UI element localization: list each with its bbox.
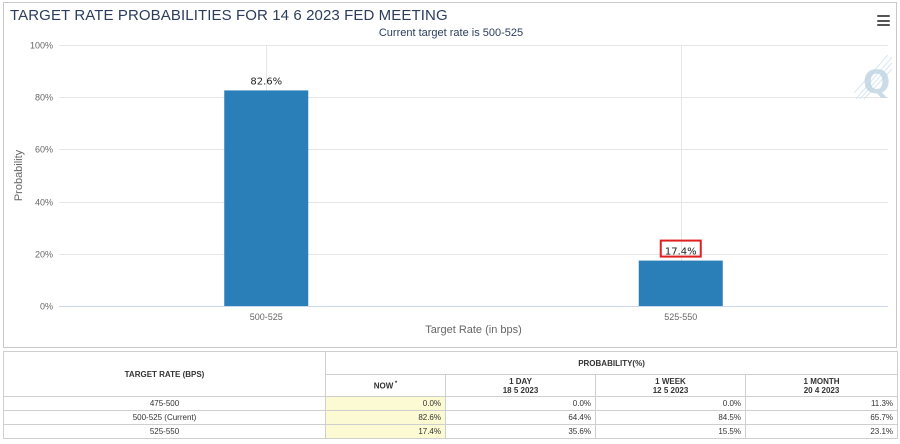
column-marker: * bbox=[393, 381, 398, 388]
data-label: 17.4% bbox=[665, 247, 697, 258]
column-date: 12 5 2023 bbox=[652, 385, 689, 395]
highlight-box bbox=[659, 239, 702, 258]
probability-table: TARGET RATE (BPS) PROBABILITY(%) NOW * 1 … bbox=[3, 351, 899, 439]
probability-cell: 15.5% bbox=[595, 424, 746, 439]
cme-q-logo-icon: Q bbox=[854, 55, 893, 101]
table-row: 475-500 0.0% 0.0% 0.0% 11.3% bbox=[3, 396, 899, 411]
bar-500-525 bbox=[224, 90, 309, 306]
bar-525-550 bbox=[638, 260, 723, 306]
chart-title: TARGET RATE PROBABILITIES FOR 14 6 2023 … bbox=[10, 7, 448, 24]
svg-text:Q: Q bbox=[863, 63, 890, 101]
x-tick-label: 500-525 bbox=[250, 312, 283, 322]
table-row: 525-550 17.4% 35.6% 15.5% 23.1% bbox=[3, 424, 899, 439]
data-label: 82.6% bbox=[250, 76, 282, 87]
y-axis-title: Probability bbox=[13, 149, 25, 201]
probability-cell: 65.7% bbox=[744, 410, 899, 425]
target-rate-cell: 525-550 bbox=[3, 424, 326, 439]
column-date: 20 4 2023 bbox=[803, 385, 840, 395]
column-label: 1 WEEK bbox=[655, 376, 686, 386]
probability-cell: 64.4% bbox=[445, 410, 596, 425]
header-target-rate: TARGET RATE (BPS) bbox=[3, 351, 326, 397]
probability-cell: 11.3% bbox=[744, 396, 899, 411]
y-tick-label: 80% bbox=[35, 93, 53, 103]
column-header-2: 1 WEEK 12 5 2023 bbox=[595, 374, 746, 397]
x-tick-label: 525-550 bbox=[664, 312, 697, 322]
y-tick-label: 100% bbox=[30, 41, 53, 51]
column-label: 1 DAY bbox=[509, 376, 532, 386]
probability-cell: 0.0% bbox=[595, 396, 746, 411]
probability-cell: 84.5% bbox=[595, 410, 746, 425]
column-label: 1 MONTH bbox=[803, 376, 840, 386]
column-header-0: NOW * bbox=[325, 374, 446, 397]
probability-cell: 0.0% bbox=[445, 396, 596, 411]
probability-cell: 23.1% bbox=[744, 424, 899, 439]
column-header-1: 1 DAY 18 5 2023 bbox=[445, 374, 596, 397]
probability-now-cell: 0.0% bbox=[325, 396, 446, 411]
probability-cell: 35.6% bbox=[445, 424, 596, 439]
x-axis-title: Target Rate (in bps) bbox=[425, 324, 522, 336]
probability-table-wrap: TARGET RATE (BPS) PROBABILITY(%) NOW * 1 … bbox=[3, 351, 899, 439]
probability-now-cell: 82.6% bbox=[325, 410, 446, 425]
probability-now-cell: 17.4% bbox=[325, 424, 446, 439]
target-rate-cell: 500-525 (Current) bbox=[3, 410, 326, 425]
hamburger-menu-icon[interactable] bbox=[877, 15, 890, 26]
chart-panel: 0% 20% 40% 60% 80% 100% 82.6% 500-525 17.4% 525-5… bbox=[3, 2, 897, 348]
column-header-3: 1 MONTH 20 4 2023 bbox=[744, 374, 899, 397]
chart-subtitle: Current target rate is 500-525 bbox=[378, 27, 524, 39]
y-tick-label: 60% bbox=[35, 145, 53, 155]
header-probability: PROBABILITY(%) bbox=[324, 351, 899, 375]
y-tick-label: 40% bbox=[35, 198, 53, 208]
bar-chart: 0% 20% 40% 60% 80% 100% 82.6% 500-525 17.4% 525-5… bbox=[13, 41, 888, 336]
y-tick-label: 20% bbox=[35, 250, 53, 260]
table-row: 500-525 (Current) 82.6% 64.4% 84.5% 65.7% bbox=[3, 410, 899, 425]
column-label: NOW bbox=[373, 381, 394, 391]
column-date: 18 5 2023 bbox=[502, 385, 539, 395]
target-rate-cell: 475-500 bbox=[3, 396, 326, 411]
y-tick-label: 0% bbox=[40, 302, 53, 312]
